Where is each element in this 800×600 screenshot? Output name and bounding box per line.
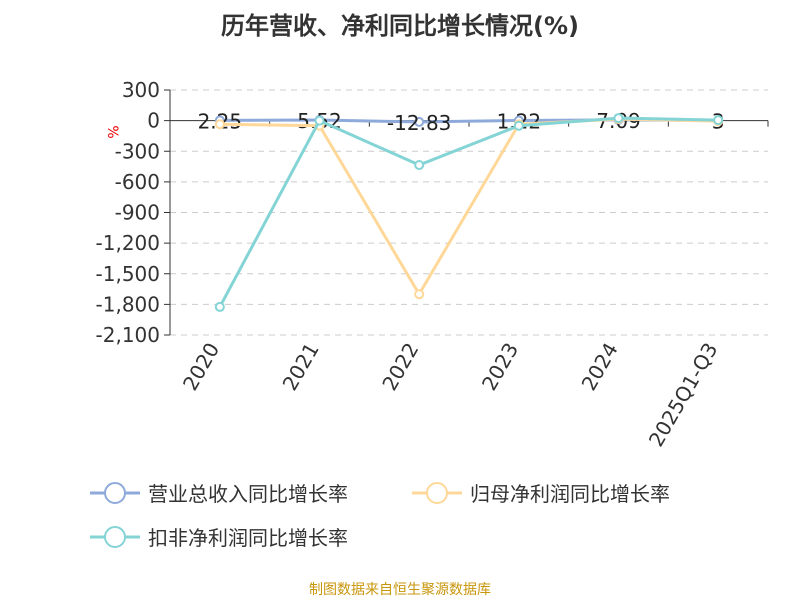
x-tick-label: 2024 [577,339,623,395]
legend-label: 营业总收入同比增长率 [148,482,348,506]
y-tick-label: -600 [115,170,160,194]
data-point [214,301,225,312]
legend-circle [104,481,126,504]
legend-marker [90,525,140,548]
data-point [414,160,425,171]
data-point [214,119,225,130]
legend-marker [412,481,462,504]
source-note: 制图数据来自恒生聚源数据库 [309,582,491,598]
x-tick-label: 2022 [377,339,423,395]
y-tick-label: 300 [122,78,160,102]
x-tick-label: 2021 [278,339,324,395]
y-tick-label: -2,100 [96,323,160,347]
y-tick-label: 0 [147,109,160,133]
x-tick-label: 2023 [477,339,523,395]
legend-label: 归母净利润同比增长率 [470,482,670,506]
y-tick-label: -1,200 [96,231,160,255]
y-tick-label: -1,500 [96,262,160,286]
legend-circle [104,525,126,548]
data-point [713,115,724,126]
data-label: -12.83 [387,111,451,135]
legend-marker [90,481,140,504]
data-point [314,115,325,126]
y-tick-label: -1,800 [96,292,160,316]
y-tick-label: -900 [115,201,160,225]
y-tick-label: -300 [115,139,160,163]
legend-item-net-profit[interactable]: 归母净利润同比增长率 [412,478,670,507]
data-point [613,113,624,124]
series-line [218,116,719,308]
legend-item-revenue[interactable]: 营业总收入同比增长率 [90,478,348,507]
x-tick-label: 2020 [178,339,224,395]
y-axis-unit: % [104,125,120,138]
data-point [414,116,425,127]
legend-label: 扣非净利润同比增长率 [148,526,348,550]
data-point [513,120,524,131]
chart-title: 历年营收、净利同比增长情况(%) [221,12,579,40]
data-point [414,289,425,300]
legend-item-deducted-net-profit[interactable]: 扣非净利润同比增长率 [90,522,348,551]
x-tick-label: 2025Q1-Q3 [644,339,723,451]
legend-circle [426,481,448,504]
